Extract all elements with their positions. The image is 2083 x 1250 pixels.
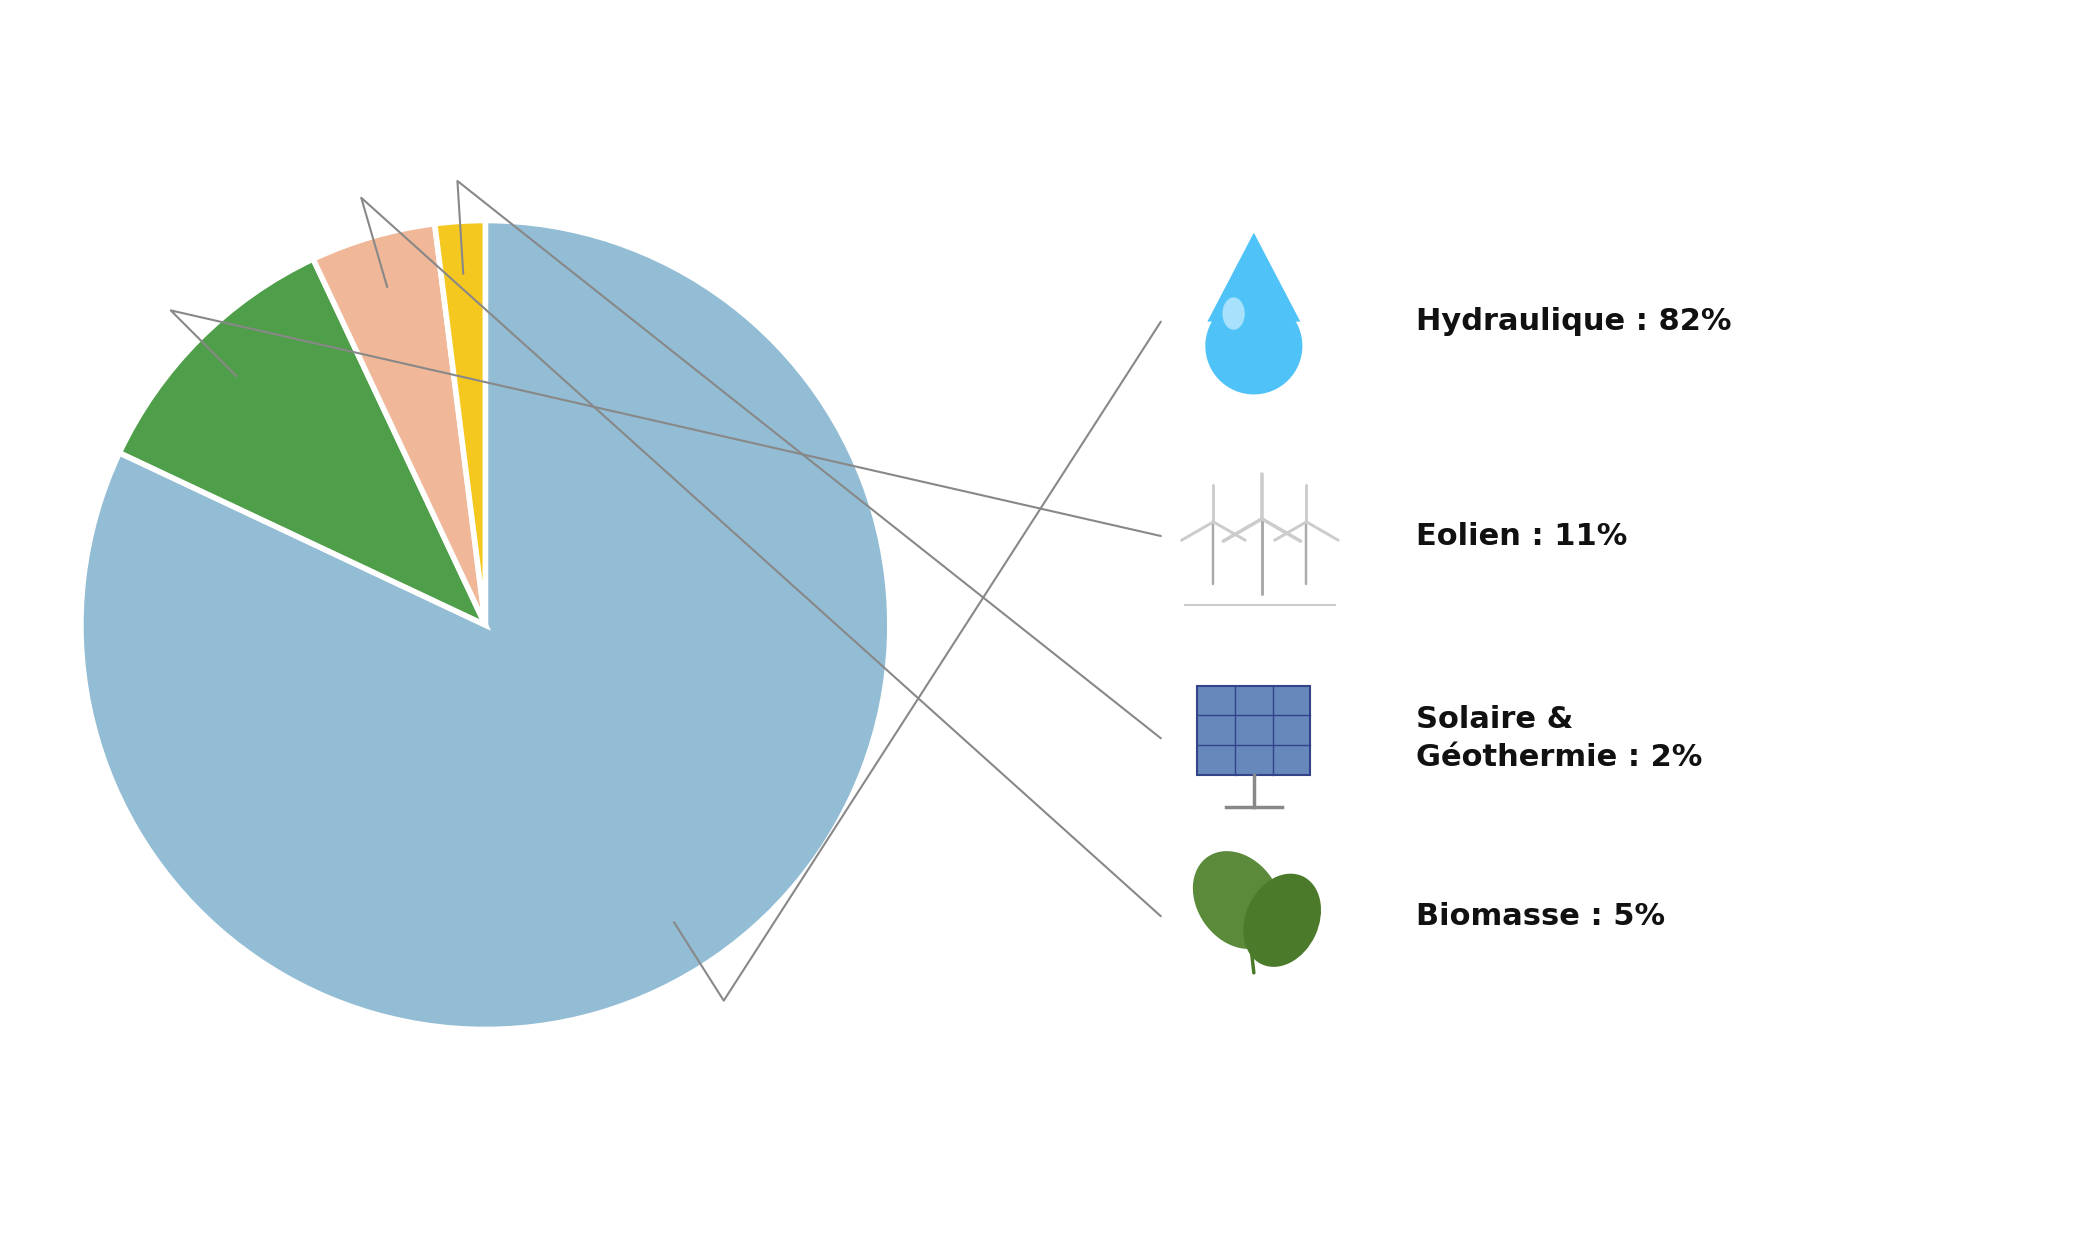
- Wedge shape: [312, 224, 485, 625]
- Ellipse shape: [1194, 851, 1283, 949]
- Bar: [1198, 686, 1310, 775]
- Wedge shape: [435, 220, 485, 625]
- Wedge shape: [81, 220, 889, 1030]
- Ellipse shape: [1244, 874, 1321, 966]
- Text: Biomasse : 5%: Biomasse : 5%: [1416, 901, 1664, 931]
- Text: Eolien : 11%: Eolien : 11%: [1416, 521, 1627, 550]
- Polygon shape: [1208, 232, 1300, 321]
- Text: Solaire &
Géothermie : 2%: Solaire & Géothermie : 2%: [1416, 705, 1702, 771]
- Wedge shape: [119, 259, 485, 625]
- Ellipse shape: [1206, 298, 1302, 395]
- Ellipse shape: [1223, 298, 1246, 330]
- Text: Hydraulique : 82%: Hydraulique : 82%: [1416, 308, 1731, 336]
